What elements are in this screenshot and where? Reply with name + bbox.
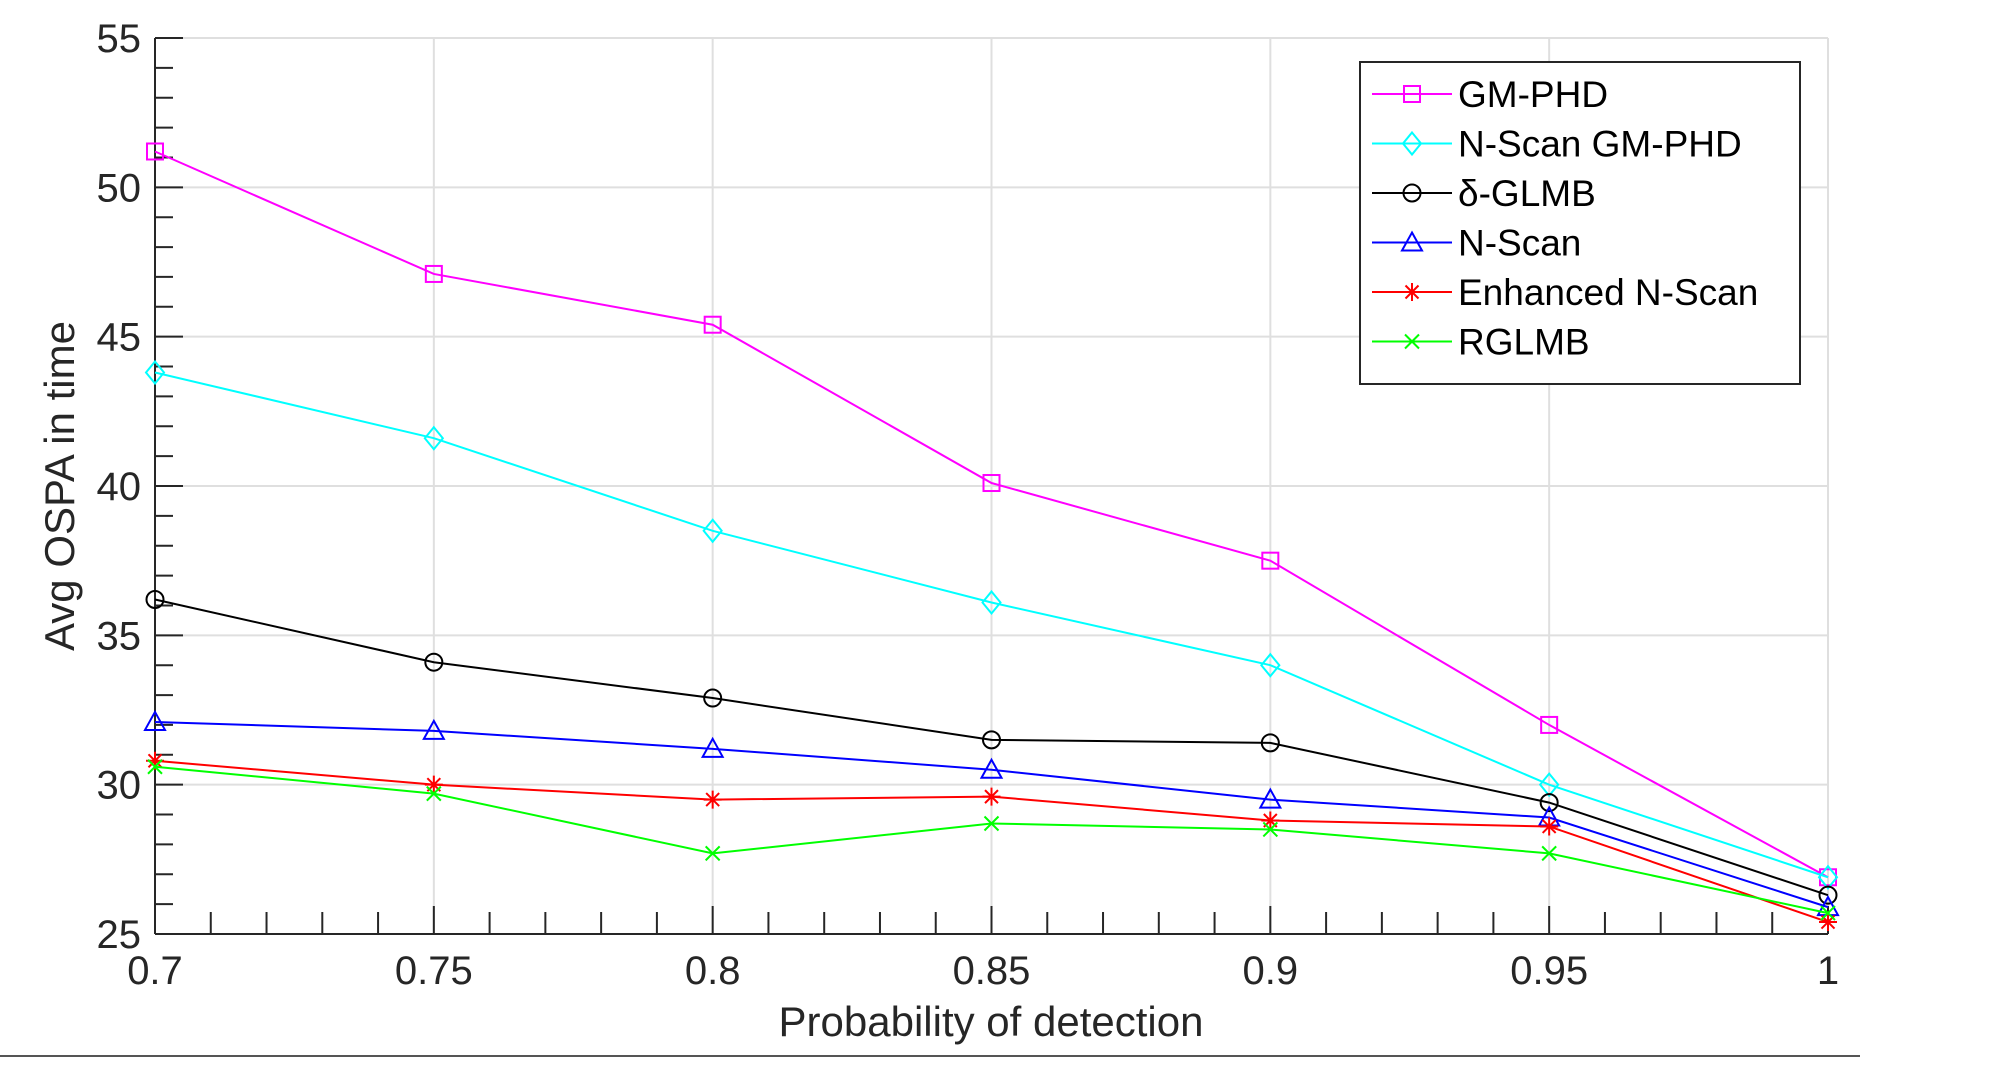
data-point — [146, 751, 164, 770]
legend-label: N-Scan GM-PHD — [1458, 124, 1742, 165]
data-point — [144, 359, 166, 386]
legend-item: RGLMB — [1372, 322, 1590, 363]
data-point — [702, 518, 723, 544]
data-point — [704, 845, 721, 862]
data-point — [1262, 821, 1279, 838]
data-point — [982, 730, 1001, 750]
data-point — [147, 759, 163, 775]
x-tick-label: 0.95 — [1510, 949, 1588, 993]
series-group — [143, 142, 1840, 932]
data-point — [1540, 817, 1559, 836]
series-line — [154, 371, 1829, 879]
data-point — [1540, 715, 1559, 734]
data-point — [143, 709, 167, 731]
data-point — [1261, 551, 1280, 570]
y-tick-labels: 25 30 35 40 45 50 55 — [97, 17, 142, 957]
axes — [154, 37, 1829, 935]
data-point — [1258, 787, 1283, 809]
series-glmb — [145, 589, 1838, 905]
legend-label: RGLMB — [1458, 322, 1590, 363]
legend-item: δ-GLMB — [1372, 173, 1596, 214]
legend-marker — [1403, 283, 1421, 301]
data-point — [1541, 845, 1557, 862]
x-tick-label: 1 — [1817, 949, 1839, 993]
data-point — [145, 589, 165, 609]
legend-label: δ-GLMB — [1458, 173, 1596, 214]
legend-marker — [1403, 85, 1421, 103]
data-point — [1539, 793, 1559, 813]
legend-marker — [1404, 333, 1420, 350]
data-point — [1820, 905, 1836, 921]
data-point — [424, 264, 443, 283]
data-point — [422, 718, 446, 740]
y-tick-label: 40 — [97, 465, 142, 509]
data-point — [982, 474, 1001, 493]
legend-item: N-Scan — [1372, 223, 1581, 264]
data-point — [1260, 652, 1281, 678]
y-tick-label: 25 — [97, 913, 142, 957]
data-point — [703, 790, 722, 809]
y-tick-label: 50 — [97, 166, 142, 210]
x-tick-label: 0.8 — [685, 949, 741, 993]
legend-item: N-Scan GM-PHD — [1372, 124, 1742, 165]
y-tick-label: 35 — [97, 614, 142, 658]
legend-marker — [1400, 230, 1424, 252]
data-point — [982, 787, 1001, 806]
legend-label: GM-PHD — [1458, 74, 1608, 115]
legend-label: Enhanced N-Scan — [1458, 272, 1758, 313]
x-tick-label: 0.9 — [1243, 949, 1299, 993]
data-point — [703, 315, 722, 334]
data-point — [979, 757, 1004, 779]
data-point — [424, 775, 443, 794]
legend: GM-PHD N-Scan GM-PHD δ-GLMB N-Scan Enhanced … — [1359, 61, 1801, 385]
y-tick-label: 55 — [97, 17, 142, 61]
x-tick-label: 0.7 — [127, 949, 183, 993]
legend-marker — [1401, 130, 1423, 157]
y-axis-label: Avg OSPA in time — [36, 321, 83, 651]
legend-box — [1359, 61, 1801, 385]
data-point — [983, 815, 1000, 832]
legend-item: Enhanced N-Scan — [1372, 272, 1758, 313]
series-enhanced-n-scan — [146, 751, 1837, 932]
x-tick-label: 0.85 — [953, 949, 1031, 993]
series-rglmb — [147, 759, 1836, 921]
series-line — [154, 598, 1829, 897]
data-point — [423, 425, 445, 451]
data-point — [1260, 733, 1280, 753]
series-gm-phd — [146, 142, 1837, 887]
legend-label: N-Scan — [1458, 223, 1581, 264]
y-tick-label: 45 — [97, 316, 142, 360]
series-n-scan-gm-phd — [144, 359, 1839, 890]
data-point — [1817, 864, 1839, 890]
data-point — [703, 688, 723, 708]
y-tick-label: 30 — [97, 764, 142, 808]
data-point — [426, 785, 442, 802]
data-point — [700, 736, 725, 758]
data-point — [1818, 885, 1838, 905]
data-point — [1261, 811, 1280, 830]
data-point — [424, 652, 444, 672]
x-tick-label: 0.75 — [395, 949, 473, 993]
data-point — [1538, 772, 1560, 798]
data-point — [146, 142, 164, 161]
legend-item: GM-PHD — [1372, 74, 1608, 115]
series-line — [154, 150, 1829, 879]
x-tick-labels: 0.7 0.75 0.8 0.85 0.9 0.95 1 — [127, 949, 1839, 993]
data-point — [981, 589, 1002, 616]
legend-marker — [1402, 183, 1422, 203]
data-point — [1819, 913, 1837, 932]
x-axis-label: Probability of detection — [779, 998, 1204, 1045]
